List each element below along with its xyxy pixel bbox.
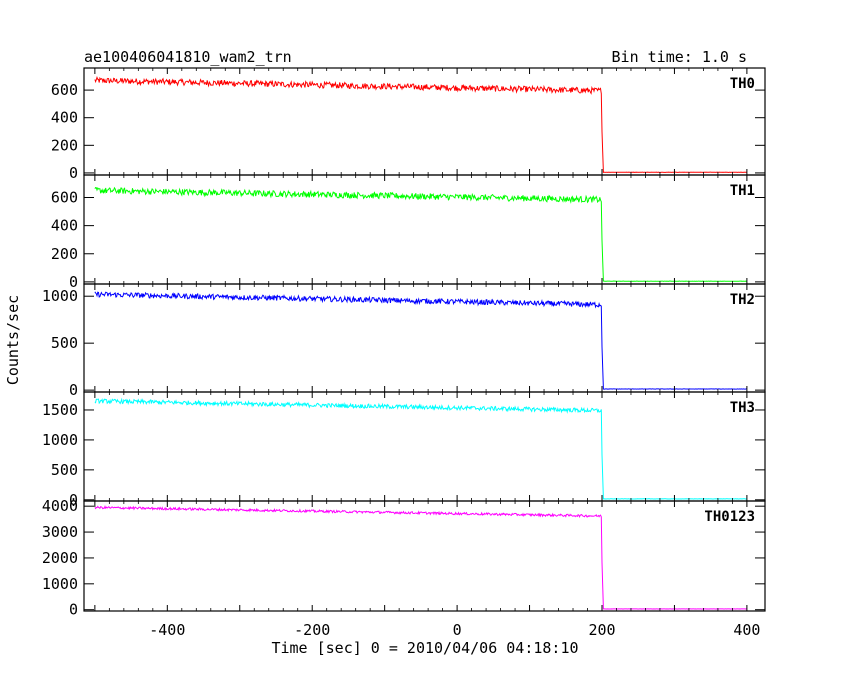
y-tick-label: 1500 bbox=[42, 401, 78, 419]
x-tick-label: 200 bbox=[588, 621, 615, 639]
y-tick-label: 200 bbox=[51, 136, 78, 154]
panel-frame-th0 bbox=[83, 67, 766, 176]
bin-time-label: Bin time: 1.0 s bbox=[612, 48, 747, 66]
panels-group: 0 200 400 600 TH0 0 200 400 600 TH1 0 500 1000 TH2 0 50… bbox=[42, 67, 766, 619]
y-tick-label: 1000 bbox=[42, 575, 78, 593]
y-tick-label: 2000 bbox=[42, 549, 78, 567]
panel-label-th1: TH1 bbox=[730, 183, 755, 199]
y-tick-label: 0 bbox=[69, 273, 78, 291]
y-tick-label: 500 bbox=[51, 461, 78, 479]
panel-label-th3: TH3 bbox=[730, 400, 755, 416]
series-th3 bbox=[94, 397, 747, 500]
y-tick-label: 1000 bbox=[42, 431, 78, 449]
x-tick-label: -400 bbox=[149, 621, 185, 639]
x-tick-label: 400 bbox=[733, 621, 760, 639]
y-tick-label: 200 bbox=[51, 245, 78, 263]
series-th2 bbox=[94, 291, 747, 390]
y-tick-label: 600 bbox=[51, 189, 78, 207]
x-tick-label: -200 bbox=[294, 621, 330, 639]
y-axis-label: Counts/sec bbox=[4, 295, 22, 385]
y-tick-label: 1000 bbox=[42, 287, 78, 305]
y-tick-label: 3000 bbox=[42, 523, 78, 541]
panel-label-th0123: TH0123 bbox=[704, 509, 755, 525]
x-tick-label: 0 bbox=[453, 621, 462, 639]
y-tick-label: 400 bbox=[51, 217, 78, 235]
y-tick-label: 0 bbox=[69, 381, 78, 399]
y-tick-label: 0 bbox=[69, 164, 78, 182]
panel-frame-th1 bbox=[83, 174, 766, 285]
source-title: ae100406041810_wam2_trn bbox=[84, 48, 292, 66]
x-axis-label: Time [sec] 0 = 2010/04/06 04:18:10 bbox=[271, 639, 578, 657]
series-th1 bbox=[94, 186, 747, 282]
y-tick-label: 600 bbox=[51, 81, 78, 99]
panel-frame-th0123 bbox=[83, 500, 766, 612]
panel-label-th0: TH0 bbox=[730, 76, 755, 92]
y-tick-label: 400 bbox=[51, 109, 78, 127]
x-tick-labels: -400 -200 0 200 400 bbox=[149, 621, 760, 639]
y-tick-label: 500 bbox=[51, 334, 78, 352]
y-tick-label: 4000 bbox=[42, 497, 78, 515]
y-tick-label: 0 bbox=[69, 601, 78, 619]
y-tick-label: 0 bbox=[69, 491, 78, 509]
series-th0 bbox=[94, 76, 748, 174]
series-th0123 bbox=[94, 505, 747, 610]
panel-label-th2: TH2 bbox=[730, 292, 755, 308]
